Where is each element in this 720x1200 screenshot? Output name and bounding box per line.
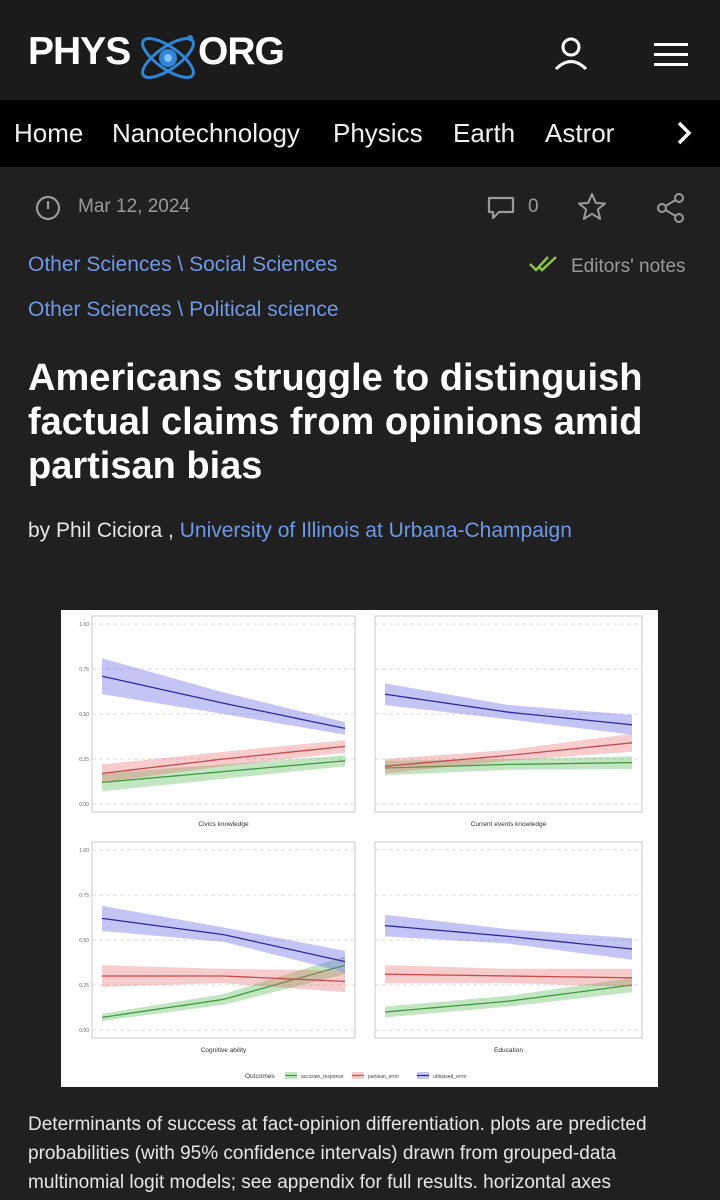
- partisan_error-line: [102, 975, 346, 983]
- byline: by Phil Ciciora , University of Illinois…: [28, 519, 572, 543]
- tag-category[interactable]: Other Sciences: [28, 253, 172, 276]
- accurate_response-line: [101, 760, 346, 784]
- y-tick-label: 1.00: [79, 848, 89, 854]
- panel-xlabel: Education: [494, 1047, 523, 1054]
- article-title: Americans struggle to distinguish factua…: [28, 357, 643, 487]
- comment-icon[interactable]: [486, 195, 516, 221]
- tag-subcategory[interactable]: Social Sciences: [189, 253, 338, 276]
- y-tick-label: 0.50: [79, 712, 89, 718]
- y-tick-label: 0.75: [79, 667, 89, 673]
- tag-subcategory[interactable]: Political science: [189, 298, 339, 321]
- publish-date: Mar 12, 2024: [78, 196, 190, 217]
- unbiased_error-line: [384, 924, 633, 950]
- y-tick-label: 0.75: [79, 893, 89, 899]
- physorg-logo[interactable]: PHYS ORG: [28, 28, 288, 80]
- chevron-right-icon[interactable]: [676, 120, 692, 146]
- site-header: PHYS ORG: [0, 0, 720, 100]
- accurate_response-line: [384, 761, 633, 769]
- share-icon[interactable]: [656, 192, 686, 224]
- legend-label: partisan_error: [368, 1074, 399, 1080]
- accurate_response-band: [102, 755, 345, 792]
- partisan_error-band: [102, 965, 345, 993]
- hamburger-menu-icon[interactable]: [654, 42, 688, 68]
- accurate_response-band: [385, 977, 632, 1018]
- partisan_error-line: [384, 742, 633, 767]
- star-icon[interactable]: [577, 192, 607, 222]
- category-nav: Home Nanotechnology Physics Earth Astror: [0, 100, 720, 167]
- unbiased_error-line: [384, 693, 633, 726]
- atom-icon: [141, 35, 195, 79]
- nav-fade: [630, 100, 720, 167]
- nav-item-home[interactable]: Home: [14, 118, 84, 148]
- nav-item-nanotechnology[interactable]: Nanotechnology: [112, 118, 300, 148]
- y-tick-label: 0.25: [79, 757, 89, 763]
- nav-item-physics[interactable]: Physics: [333, 118, 423, 148]
- partisan_error-band: [385, 733, 632, 774]
- partisan_error-line: [101, 745, 346, 775]
- unbiased_error-line: [101, 675, 346, 730]
- y-tick-label: 0.25: [79, 983, 89, 989]
- nav-item-earth[interactable]: Earth: [453, 118, 516, 148]
- panel-xlabel: Current events knowledge: [471, 821, 547, 828]
- tag-category[interactable]: Other Sciences: [28, 298, 172, 321]
- logo-text-right: ORG: [198, 30, 285, 73]
- unbiased_error-line: [101, 917, 346, 963]
- article-figure[interactable]: 0.00 0.25 0.50 0.75 1.00 Civics knowledge Curr…: [61, 610, 658, 1087]
- logo-text-left: PHYS: [28, 30, 131, 73]
- figure-chart: 0.00 0.25 0.50 0.75 1.00 Civics knowledge Curr…: [79, 615, 643, 1080]
- y-tick-label: 1.00: [79, 622, 89, 628]
- unbiased_error-band: [102, 905, 345, 973]
- nav-item-astronomy[interactable]: Astror: [545, 118, 615, 148]
- panel-xlabel: Civics knowledge: [198, 821, 249, 828]
- legend-label: accurate_response: [301, 1074, 344, 1080]
- double-check-icon: [529, 256, 557, 272]
- tag-social-sciences[interactable]: Other Sciences \ Social Sciences: [28, 253, 338, 276]
- institution-link[interactable]: University of Illinois at Urbana-Champai…: [179, 519, 572, 542]
- figure-caption: Determinants of success at fact-opinion …: [28, 1114, 647, 1193]
- accurate_response-line: [384, 984, 633, 1013]
- y-tick-label: 0.00: [79, 1028, 89, 1034]
- panel-xlabel: Cognitive ability: [201, 1047, 247, 1054]
- author: by Phil Ciciora ,: [28, 519, 174, 542]
- editors-notes-link[interactable]: Editors' notes: [571, 256, 686, 277]
- accurate_response-band: [102, 956, 345, 1021]
- y-tick-label: 0.50: [79, 938, 89, 944]
- partisan_error-band: [102, 740, 345, 783]
- legend-title: Outcomes: [245, 1073, 275, 1080]
- unbiased_error-band: [385, 914, 632, 960]
- tag-political-science[interactable]: Other Sciences \ Political science: [28, 298, 339, 321]
- y-tick-label: 0.00: [79, 802, 89, 808]
- unbiased_error-band: [385, 683, 632, 735]
- article-meta: Mar 12, 2024 0: [0, 192, 720, 224]
- legend-label: unbiased_error: [433, 1074, 467, 1080]
- partisan_error-line: [384, 973, 633, 979]
- comment-count[interactable]: 0: [528, 196, 539, 217]
- accurate_response-line: [101, 964, 346, 1019]
- clock-icon: [35, 195, 61, 221]
- user-icon[interactable]: [552, 36, 590, 72]
